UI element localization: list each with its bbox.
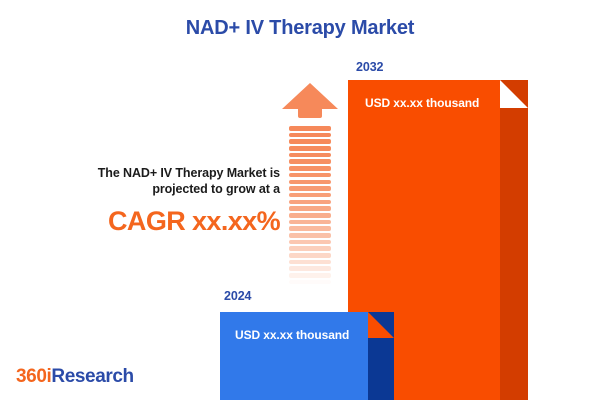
cagr-callout: The NAD+ IV Therapy Market is projected … [30,165,281,236]
bar-2024[interactable] [220,312,394,400]
bar-value-label-2032: USD xx.xx thousand [365,96,480,110]
arrow-stripe [289,199,331,205]
arrow-shaft-stripes [289,126,331,286]
bar-value-label-2024: USD xx.xx thousand [235,328,350,342]
brand-logo[interactable]: 360iResearch [16,366,134,388]
arrow-stripe [289,206,331,211]
arrow-stripe [289,219,331,225]
arrow-stripe [289,273,331,278]
arrow-stripe [289,126,331,131]
arrow-stripe [289,146,331,151]
arrow-stripe [289,139,331,144]
arrow-stripe [289,280,331,285]
arrow-stripe [289,179,331,185]
arrow-stripe [289,246,331,251]
arrow-stripe [289,172,331,178]
arrow-stripe [289,266,331,272]
cagr-value: CAGR xx.xx% [108,206,281,236]
arrow-stripe [289,226,331,231]
page-title: NAD+ IV Therapy Market [185,17,415,39]
arrow-stripe [289,186,331,191]
arrow-stripe [289,132,331,138]
cagr-callout-line-2: projected to grow at a [152,182,280,196]
arrow-stripe [289,233,331,238]
arrow-stripe [289,239,331,245]
bar-2032-side-face [500,80,528,400]
cagr-callout-line-1: The NAD+ IV Therapy Market is [97,166,280,180]
arrow-stripe [289,259,331,265]
arrow-stripe [289,152,331,158]
arrow-stripe [289,159,331,165]
bar-2024-front-face [220,312,368,400]
up-arrow-icon [282,83,338,118]
arrow-stripe [289,253,331,258]
arrow-stripe [289,192,331,198]
growth-arrow [281,82,339,287]
arrow-stripe [289,212,331,218]
arrow-stripe [289,166,331,171]
brand-logo-part-2: Research [51,366,134,387]
bar-year-label-2032: 2032 [356,60,384,74]
brand-logo-part-1: 360i [16,366,52,387]
bar-year-label-2024: 2024 [224,289,252,303]
